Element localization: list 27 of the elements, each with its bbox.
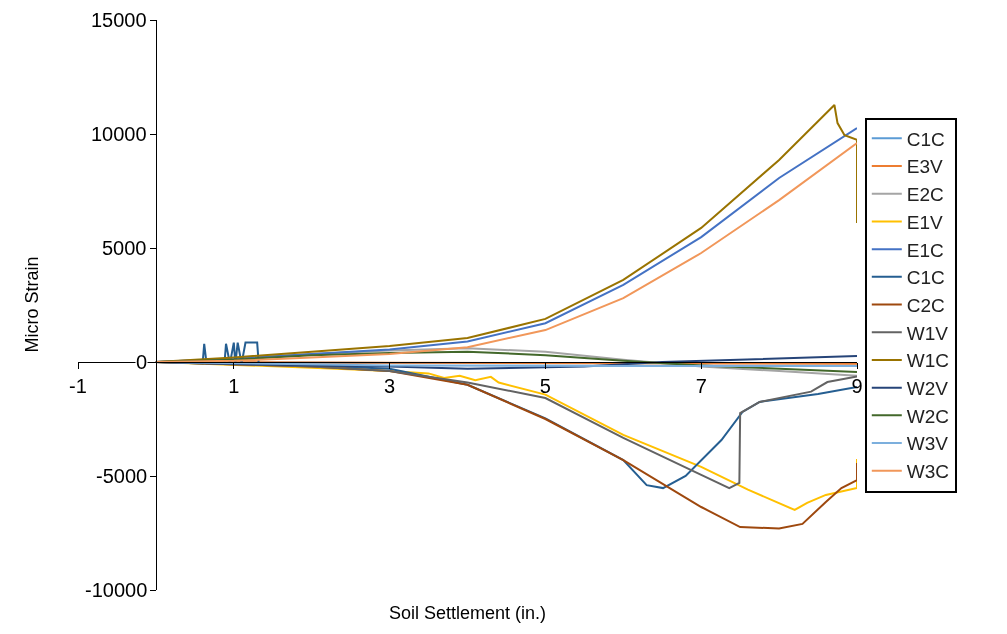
- legend-label: W2V: [906, 378, 949, 400]
- y-tick-label: 5000: [102, 237, 147, 259]
- legend-label: W1C: [906, 350, 950, 372]
- legend-label: E3V: [906, 156, 944, 178]
- x-axis-title: Soil Settlement (in.): [389, 603, 547, 623]
- legend-label: W1V: [906, 322, 949, 344]
- y-axis-title: Micro Strain: [21, 256, 42, 353]
- x-tick-label: -1: [69, 375, 87, 397]
- legend-label: C1C: [906, 128, 945, 150]
- x-tick-label: 7: [695, 375, 707, 397]
- legend-label: W3C: [906, 461, 950, 483]
- y-tick-label: -10000: [85, 579, 148, 601]
- x-tick-label: 3: [384, 375, 396, 397]
- legend-label: E1V: [906, 211, 944, 233]
- y-tick-label: 15000: [91, 9, 147, 31]
- x-tick-label: 1: [228, 375, 240, 397]
- legend-label: E1C: [906, 239, 944, 261]
- legend-label: W2C: [906, 405, 950, 427]
- legend-label: C1C: [906, 267, 945, 289]
- x-tick-label: 5: [539, 375, 551, 397]
- y-tick-label: 0: [136, 351, 148, 373]
- y-tick-label: -5000: [96, 465, 148, 487]
- legend-label: C2C: [906, 294, 945, 316]
- legend-label: E2C: [906, 184, 944, 206]
- y-tick-label: 10000: [91, 123, 147, 145]
- x-tick-label: 9: [851, 375, 863, 397]
- legend-label: W3V: [906, 433, 949, 455]
